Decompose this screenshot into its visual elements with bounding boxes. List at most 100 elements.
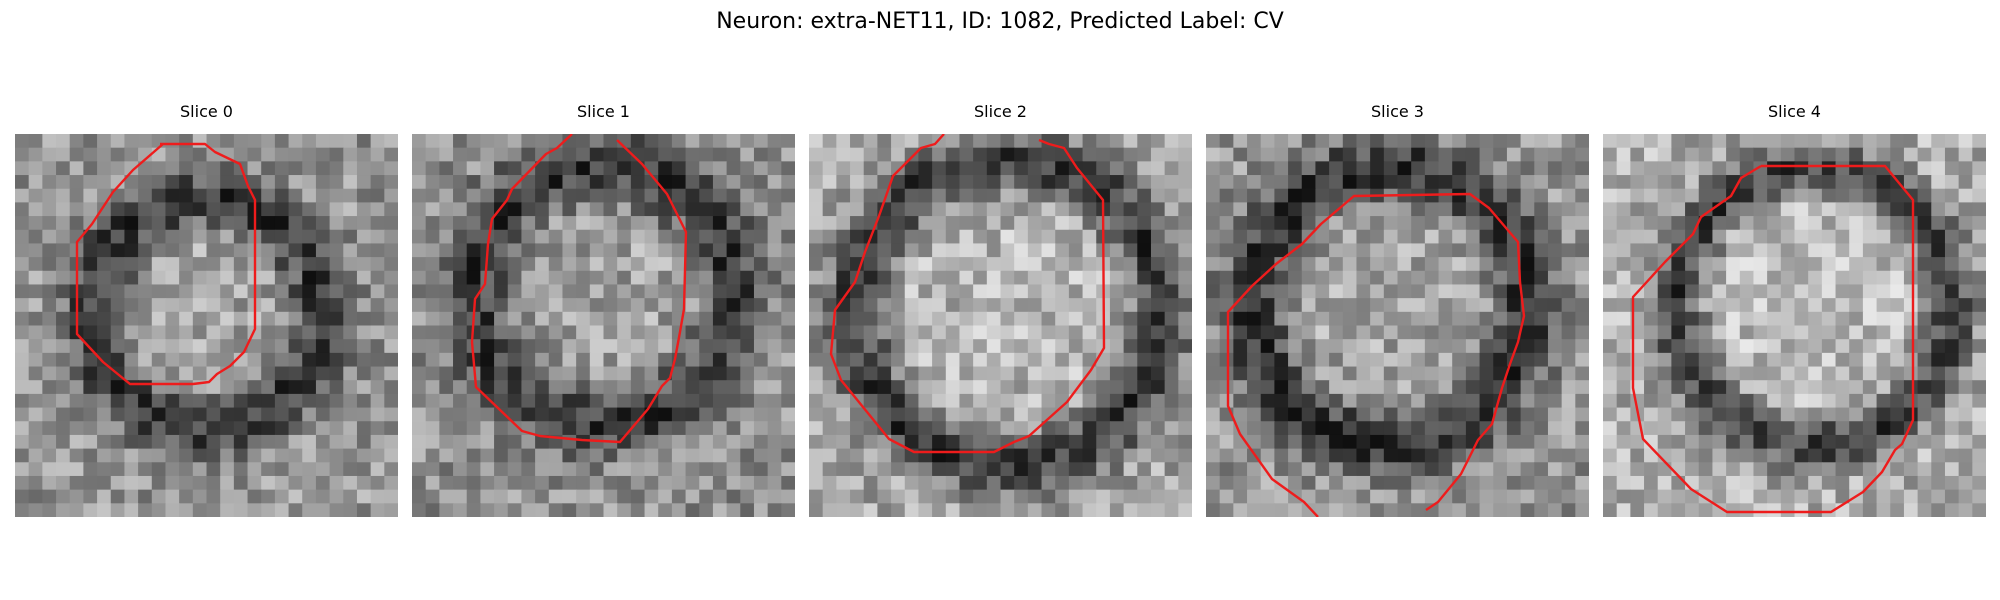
image-pixel (1506, 188, 1522, 203)
image-pixel (1041, 352, 1056, 368)
image-pixel (1931, 134, 1946, 149)
image-pixel (42, 366, 57, 381)
image-pixel (1424, 134, 1440, 149)
image-pixel (535, 393, 550, 409)
image-pixel (1452, 298, 1467, 313)
image-pixel (1931, 434, 1946, 450)
image-pixel (343, 352, 358, 368)
image-pixel (1438, 147, 1453, 162)
image-pixel (1890, 503, 1905, 517)
image-pixel (959, 325, 974, 340)
image-pixel (548, 339, 564, 354)
image-pixel (1206, 147, 1221, 162)
image-pixel (1370, 475, 1385, 491)
image-pixel (1561, 284, 1576, 299)
image-pixel (1547, 270, 1563, 286)
image-pixel (1452, 243, 1467, 258)
image-pixel (179, 366, 194, 381)
image-pixel (630, 339, 646, 354)
image-pixel (179, 134, 194, 149)
image-pixel (1288, 380, 1303, 395)
image-pixel (699, 229, 714, 245)
image-pixel (206, 380, 221, 395)
image-pixel (1685, 284, 1700, 299)
image-pixel (425, 147, 440, 162)
image-pixel (1109, 134, 1125, 149)
image-pixel (1575, 489, 1589, 504)
image-pixel (753, 434, 769, 450)
image-pixel (1671, 421, 1686, 436)
image-pixel (356, 175, 372, 190)
image-pixel (453, 489, 468, 504)
image-pixel (1438, 325, 1453, 340)
image-pixel (1397, 243, 1412, 258)
image-pixel (206, 270, 221, 286)
image-pixel (1150, 393, 1166, 409)
image-pixel (1452, 202, 1467, 217)
image-pixel (1465, 229, 1481, 245)
image-pixel (206, 503, 221, 517)
image-pixel (1068, 270, 1084, 286)
image-pixel (535, 462, 550, 477)
image-pixel (1671, 366, 1686, 381)
image-pixel (767, 311, 782, 327)
image-pixel (1671, 503, 1686, 517)
image-pixel (1109, 380, 1125, 395)
image-pixel (1342, 421, 1358, 436)
image-pixel (124, 229, 139, 245)
image-pixel (69, 421, 84, 436)
image-pixel (1739, 448, 1755, 463)
image-pixel (850, 462, 865, 477)
image-pixel (1150, 325, 1166, 340)
image-pixel (1534, 147, 1549, 162)
image-pixel (1178, 147, 1192, 162)
image-pixel (1644, 284, 1659, 299)
image-pixel (1616, 243, 1631, 258)
image-pixel (850, 421, 865, 436)
image-pixel (726, 421, 741, 436)
image-pixel (302, 380, 317, 395)
image-pixel (1493, 161, 1508, 176)
image-pixel (83, 284, 98, 299)
image-pixel (1547, 448, 1563, 463)
image-pixel (753, 352, 769, 368)
image-pixel (1315, 257, 1330, 272)
image-pixel (1547, 243, 1563, 258)
image-pixel (1315, 366, 1330, 381)
image-pixel (863, 175, 878, 190)
image-pixel (712, 339, 728, 354)
image-pixel (138, 229, 153, 245)
image-pixel (863, 366, 878, 381)
image-pixel (576, 284, 591, 299)
image-pixel (220, 407, 235, 422)
image-pixel (124, 462, 139, 477)
image-pixel (562, 503, 577, 517)
image-pixel (1164, 489, 1179, 504)
image-pixel (644, 325, 659, 340)
image-pixel (1821, 161, 1837, 176)
image-pixel (1288, 134, 1303, 149)
image-pixel (562, 175, 577, 190)
image-pixel (1424, 298, 1440, 313)
image-pixel (1506, 475, 1522, 491)
image-pixel (535, 188, 550, 203)
image-pixel (1260, 216, 1275, 231)
image-pixel (288, 489, 303, 504)
image-pixel (1452, 434, 1467, 450)
image-pixel (1534, 298, 1549, 313)
image-pixel (1424, 421, 1440, 436)
image-pixel (877, 503, 892, 517)
image-pixel (1794, 270, 1809, 286)
image-pixel (1849, 161, 1864, 176)
image-pixel (1972, 421, 1986, 436)
image-pixel (685, 298, 700, 313)
image-pixel (165, 202, 180, 217)
image-pixel (1603, 188, 1618, 203)
image-pixel (124, 352, 139, 368)
image-pixel (1301, 243, 1317, 258)
image-pixel (1233, 393, 1248, 409)
image-pixel (1260, 503, 1275, 517)
image-pixel (630, 216, 646, 231)
image-pixel (617, 311, 632, 327)
image-pixel (412, 257, 427, 272)
